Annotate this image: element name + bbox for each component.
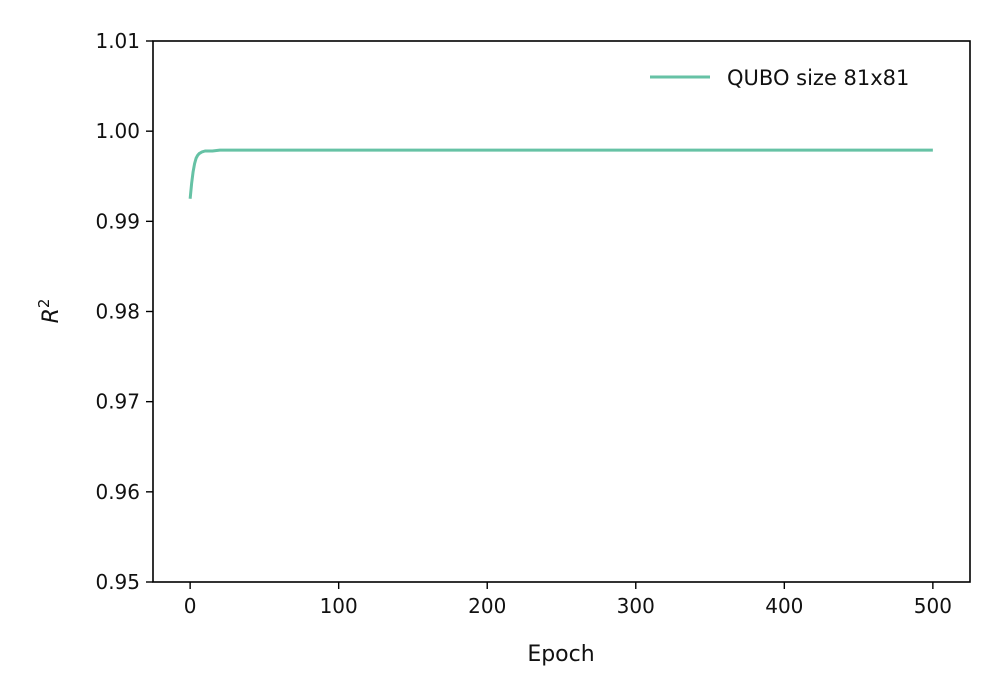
y-tick-label: 0.98 — [95, 300, 140, 324]
y-tick-label: 0.99 — [95, 209, 140, 233]
plot-area — [188, 148, 933, 199]
series-line-0 — [188, 148, 933, 199]
x-tick-label: 0 — [184, 594, 197, 618]
y-axis-title: R2 — [35, 299, 64, 324]
x-axis: 0 100 200 300 400 500 — [184, 582, 952, 618]
x-axis-title: Epoch — [527, 642, 594, 667]
x-tick-label: 300 — [617, 594, 655, 618]
y-tick-label: 1.00 — [95, 119, 140, 143]
y-tick-label: 0.97 — [95, 390, 140, 414]
y-tick-label: 0.95 — [95, 570, 140, 594]
y-tick-label: 1.01 — [95, 29, 140, 53]
legend-label: QUBO size 81x81 — [727, 66, 909, 90]
y-axis-title-main: R — [39, 308, 64, 323]
x-tick-label: 200 — [468, 594, 506, 618]
x-tick-label: 500 — [914, 594, 952, 618]
y-tick-label: 0.96 — [95, 480, 140, 504]
x-tick-label: 400 — [765, 594, 803, 618]
x-tick-label: 100 — [320, 594, 358, 618]
y-axis: 0.95 0.96 0.97 0.98 0.99 1.00 1.01 — [95, 29, 153, 594]
legend: QUBO size 81x81 — [650, 66, 909, 90]
y-axis-title-superscript: 2 — [35, 299, 53, 309]
